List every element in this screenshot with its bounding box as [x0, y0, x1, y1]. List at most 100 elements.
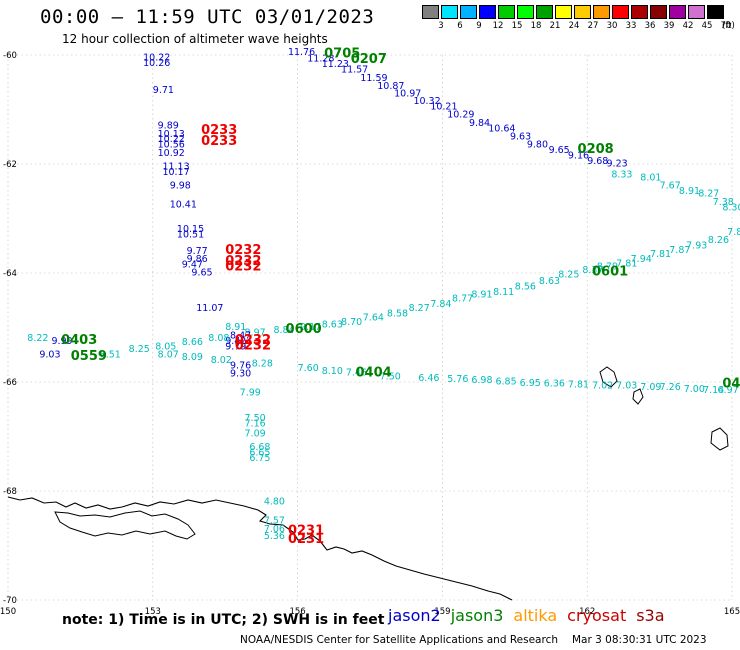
graticule: [7, 54, 733, 601]
island-shape: [599, 366, 618, 388]
swh-value-label: 10.97: [394, 88, 421, 99]
legend-cryosat: cryosat: [567, 606, 627, 625]
swh-value-label: 8.27: [409, 303, 430, 314]
coastline-main: [7, 496, 513, 601]
swh-value-label: 8.09: [182, 352, 203, 363]
swh-value-label: 8.02: [211, 355, 232, 366]
swh-value-label: 5.36: [264, 531, 285, 542]
swh-value-label: 10.41: [170, 200, 197, 211]
swh-value-label: 7.60: [298, 363, 319, 374]
track-time-label: 0601: [592, 265, 628, 280]
swh-value-label: 8.63: [322, 320, 343, 331]
swh-value-label: 7.81: [650, 249, 671, 260]
swh-value-label: 8.08: [208, 333, 229, 344]
x-tick-label: 159: [434, 607, 450, 617]
swh-value-label: 7.99: [240, 388, 261, 399]
colorbar-label: 21: [549, 21, 561, 31]
swh-labels: 10.2210.269.719.8910.1310.2210.5610.9211…: [27, 47, 740, 542]
swh-value-label: 9.47: [182, 260, 203, 271]
colorbar-label: 18: [530, 21, 542, 31]
swh-value-label: 10.56: [158, 140, 185, 151]
track-time-label: 0404: [356, 366, 392, 381]
swh-value-label: 7.84: [430, 299, 451, 310]
colorbar-label: 30: [606, 21, 618, 31]
swh-value-label: 7.46: [346, 367, 367, 378]
colorbar-label: 27: [587, 21, 599, 31]
swh-value-label: 7.81: [568, 379, 589, 390]
track-time-label: 0232: [225, 259, 261, 274]
swh-value-label: 6.36: [544, 378, 565, 389]
track-time-label: 0232: [235, 333, 271, 348]
swh-value-label: 7.16: [245, 419, 266, 430]
axis-ticks: 150 153 156 159 162 165 -60 -62 -64 -66 -68 -70: [0, 51, 740, 617]
swh-value-label: 7.87: [669, 245, 690, 256]
y-tick-label: -68: [3, 487, 17, 497]
colorbar-swatch: [612, 5, 629, 19]
swh-value-label: 9.03: [39, 349, 60, 360]
y-tick-label: -64: [3, 269, 17, 279]
swh-value-label: 9.80: [527, 140, 548, 151]
swh-value-label: 8.28: [252, 359, 273, 370]
track-time-label: 0232: [225, 243, 261, 258]
x-tick-label: 156: [289, 607, 305, 617]
swh-value-label: 10.92: [158, 148, 185, 159]
track-time-label: 0231: [288, 532, 324, 547]
swh-value-label: 8.66: [182, 337, 203, 348]
credit-text: NOAA/NESDIS Center for Satellite Applica…: [240, 634, 558, 646]
swh-value-label: 8.11: [493, 287, 514, 298]
swh-value-label: 9.77: [187, 246, 208, 257]
colorbar-label: 36: [644, 21, 656, 31]
track-time-label: 0207: [351, 52, 387, 67]
colorbar-label: 15: [511, 21, 523, 31]
colorbar-label: 70: [720, 21, 732, 31]
swh-value-label: 8.25: [558, 269, 579, 280]
swh-value-label: 9.65: [191, 268, 212, 279]
colorbar-swatch: [422, 5, 439, 19]
swh-value-label: 11.13: [162, 161, 189, 172]
swh-value-label: 9.63: [510, 131, 531, 142]
swh-value-label: 8.30: [722, 202, 740, 213]
swh-value-label: 9.42: [225, 336, 246, 347]
swh-value-label: 7.94: [631, 254, 652, 265]
swh-value-label: 10.29: [447, 110, 474, 121]
swh-value-label: 8.84: [273, 325, 294, 336]
track-time-label: 0404: [722, 376, 740, 391]
swh-value-label: 8.97: [245, 328, 266, 339]
track-time-label: 0600: [286, 322, 322, 337]
swh-value-label: 8.91: [471, 290, 492, 301]
swh-value-label: 8.91: [679, 186, 700, 197]
track-time-label: 0231: [288, 524, 324, 539]
timestamp-text: Mar 3 08:30:31 UTC 2023: [572, 634, 707, 646]
legend-altika: altika: [513, 606, 558, 625]
colorbar-label: 12: [492, 21, 504, 31]
track-time-label: 0232: [225, 254, 261, 269]
colorbar-swatch: [650, 5, 667, 19]
swh-value-label: 9.79: [225, 341, 246, 352]
swh-value-label: 9.98: [170, 181, 191, 192]
swh-value-label: 7.93: [686, 240, 707, 251]
colorbar-swatch: [631, 5, 648, 19]
track-time-label: 0208: [578, 142, 614, 157]
swh-value-label: 11.28: [307, 54, 334, 65]
colorbar-swatch: [669, 5, 686, 19]
track-time-label: 0705: [324, 47, 360, 62]
swh-value-label: 7.09: [245, 429, 266, 440]
swh-value-label: 8.70: [341, 317, 362, 328]
swh-value-label: 6.97: [718, 385, 739, 396]
colorbar-swatch: [574, 5, 591, 19]
colorbar-label: 45: [701, 21, 713, 31]
swh-value-label: 10.22: [158, 134, 185, 145]
swh-value-label: 11.59: [360, 73, 387, 84]
swh-value-label: 7.02: [592, 381, 613, 392]
swh-value-label: 7.26: [660, 382, 681, 393]
colorbar-label: 6: [457, 21, 463, 31]
colorbar-swatch: [479, 5, 496, 19]
colorbar-swatch: [498, 5, 515, 19]
swh-value-label: 9.76: [230, 360, 251, 371]
x-tick-label: 153: [145, 607, 161, 617]
track-time-label: 0233: [201, 123, 237, 138]
y-tick-label: -60: [3, 51, 17, 61]
colorbar-label: 42: [682, 21, 694, 31]
page-title: 00:00 – 11:59 UTC 03/01/2023: [40, 6, 375, 28]
swh-value-label: 11.76: [288, 47, 315, 58]
